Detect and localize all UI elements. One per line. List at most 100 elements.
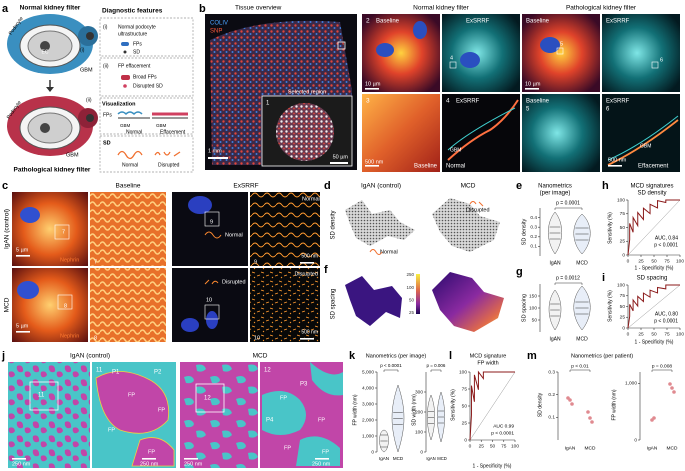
image bbox=[90, 268, 166, 342]
y-tick-label: 75 bbox=[620, 293, 626, 299]
label: FPs bbox=[103, 112, 112, 118]
label: Normal bbox=[446, 164, 465, 170]
label: FP bbox=[108, 427, 115, 433]
label: Sensitivity (%) bbox=[607, 290, 613, 322]
y-tick-label: 50 bbox=[620, 225, 626, 231]
image bbox=[250, 192, 320, 266]
fp bbox=[95, 371, 169, 434]
label: Normal bbox=[380, 249, 398, 255]
label: FP bbox=[280, 395, 287, 401]
label: MCD bbox=[461, 183, 476, 190]
label: Nanometrics (per image) bbox=[366, 353, 427, 359]
image bbox=[602, 94, 680, 172]
roc-curve bbox=[627, 199, 680, 256]
label: 250 nm bbox=[12, 461, 31, 467]
label: 4 bbox=[450, 55, 453, 61]
label: MCD signatures bbox=[630, 184, 673, 190]
spacing-map bbox=[432, 272, 504, 332]
panel-letter: i bbox=[602, 272, 605, 284]
image bbox=[522, 14, 600, 92]
colorbar-tick-label: 100 bbox=[406, 285, 414, 290]
label: GBM bbox=[156, 123, 167, 128]
chance-line bbox=[627, 199, 681, 256]
roi-box bbox=[449, 61, 457, 69]
label: 9 bbox=[210, 219, 213, 225]
nucleus bbox=[17, 281, 39, 299]
legend-icon bbox=[121, 75, 130, 80]
label: p < 0.0001 bbox=[380, 363, 402, 368]
y-tick-label: 75 bbox=[620, 211, 626, 217]
label: 500 nm bbox=[301, 329, 318, 335]
nucleus bbox=[460, 52, 480, 68]
y-tick-label: 300 bbox=[415, 389, 423, 395]
label: 3 bbox=[366, 98, 370, 105]
y-tick-label: 2,000 bbox=[362, 417, 374, 423]
panel-letter: j bbox=[1, 350, 5, 362]
label: Disrupted bbox=[294, 271, 318, 277]
patient-dot bbox=[670, 386, 674, 390]
label: 50 µm bbox=[333, 154, 349, 160]
label: P3 bbox=[300, 382, 308, 388]
x-tick-label: 50 bbox=[490, 443, 496, 449]
label: FP bbox=[284, 445, 291, 451]
label: Baseline bbox=[526, 99, 550, 105]
label: Nanometrics (per patient) bbox=[571, 353, 633, 359]
y-tick-label: 5,000 bbox=[362, 369, 374, 375]
image bbox=[522, 94, 600, 172]
y-tick-label: 50 bbox=[532, 317, 538, 323]
label: MCD bbox=[437, 456, 447, 461]
x-tick-label: 100 bbox=[676, 331, 684, 337]
feature-box bbox=[99, 57, 194, 97]
y-tick-label: 0.2 bbox=[530, 234, 537, 240]
label: FP bbox=[148, 449, 155, 455]
patient-dot bbox=[588, 416, 592, 420]
gap bbox=[262, 391, 306, 435]
label: ExSRRF bbox=[606, 99, 630, 105]
label: Normal bbox=[302, 196, 320, 202]
label: p < 0.0001 bbox=[654, 318, 678, 324]
panel-letter: h bbox=[602, 180, 609, 192]
nucleus bbox=[40, 41, 50, 51]
nucleus bbox=[20, 207, 40, 223]
scale-bar bbox=[365, 165, 379, 167]
roi-box bbox=[556, 47, 564, 55]
x-tick-label: 75 bbox=[664, 331, 670, 337]
sd-icon bbox=[204, 279, 219, 285]
chance-line bbox=[627, 284, 681, 329]
label: MCD bbox=[393, 456, 404, 461]
y-tick-label: 0 bbox=[464, 437, 467, 443]
x-tick-label: 100 bbox=[511, 443, 519, 449]
label: IgAN bbox=[426, 456, 435, 461]
label: Normal bbox=[122, 162, 138, 168]
label: GBM bbox=[120, 123, 131, 128]
colorbar-tick-label: 250 bbox=[406, 272, 414, 277]
label: P4 bbox=[266, 418, 274, 424]
label: Baseline bbox=[526, 19, 550, 25]
x-tick-label: 25 bbox=[638, 258, 644, 264]
y-tick-label: 0.2 bbox=[548, 392, 555, 398]
feature-box bbox=[99, 17, 194, 57]
label: FP width (nm) bbox=[611, 389, 617, 420]
image bbox=[442, 94, 520, 172]
label: (i) bbox=[80, 47, 85, 53]
bracket bbox=[569, 369, 591, 372]
label: p = 0.008 bbox=[652, 363, 672, 369]
bracket bbox=[554, 207, 583, 210]
nucleus bbox=[40, 123, 50, 133]
gap bbox=[310, 362, 343, 396]
roi-box bbox=[337, 41, 346, 50]
sd-map bbox=[432, 198, 500, 252]
x-tick-label: 0 bbox=[469, 443, 472, 449]
nucleus bbox=[181, 318, 199, 332]
label: P1 bbox=[112, 370, 120, 376]
label: GBM bbox=[80, 67, 93, 73]
sd-icon bbox=[369, 249, 383, 255]
bracket bbox=[383, 369, 399, 372]
label: IgAN (control) bbox=[361, 183, 401, 190]
x-tick-label: 50 bbox=[651, 258, 657, 264]
label: SD spacing bbox=[331, 289, 337, 320]
label: p < 0.0001 bbox=[491, 430, 514, 436]
panel-letter: l bbox=[449, 350, 452, 362]
chance-line bbox=[469, 371, 516, 441]
label: SD spacing bbox=[521, 294, 527, 322]
